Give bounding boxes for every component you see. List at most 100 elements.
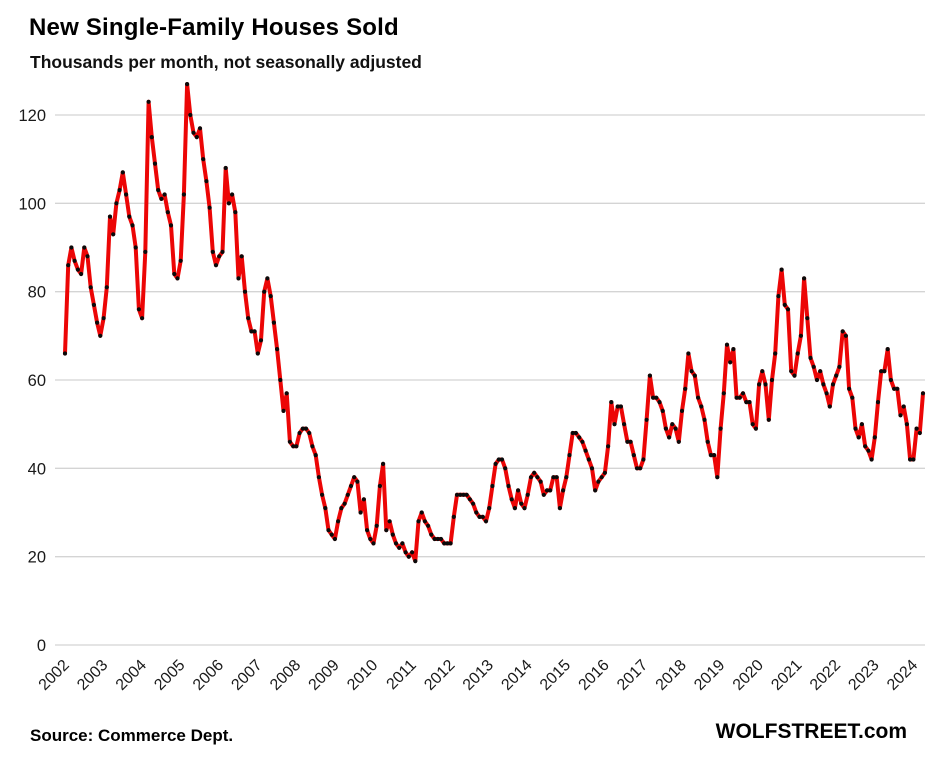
x-tick-label: 2006 [190,657,227,694]
data-point [827,404,832,409]
data-point [416,519,421,524]
data-point [79,271,84,277]
data-point [503,466,508,471]
data-point [342,501,347,506]
data-point [191,130,196,135]
data-point [487,506,492,511]
data-point [644,417,649,422]
data-point [699,404,704,409]
data-point [294,444,299,449]
data-point [654,395,659,400]
data-point [882,369,887,374]
data-point [657,400,662,405]
data-point [830,382,836,387]
data-point [480,514,485,520]
data-point [670,422,675,427]
data-point [705,439,710,444]
data-point [618,404,624,409]
data-point [525,492,530,497]
data-point [111,232,116,237]
data-point [577,435,582,440]
y-tick-label: 40 [28,460,46,478]
data-point [734,395,739,400]
data-point [879,369,884,374]
data-point [390,532,395,537]
data-point [159,196,164,201]
data-point [596,479,601,484]
data-point [606,444,611,449]
data-point [387,519,392,524]
data-point [837,364,842,369]
x-tick-label: 2024 [884,657,921,694]
data-point [615,404,620,409]
data-point [442,541,447,546]
data-point [840,329,845,334]
data-point [679,408,685,413]
data-point [567,453,572,458]
data-point [217,254,222,259]
data-point [712,453,717,458]
data-point [377,483,382,489]
data-point [561,488,566,493]
x-tick-label: 2013 [460,657,497,694]
x-tick-label: 2020 [730,657,767,694]
data-point [728,360,733,365]
data-point [85,254,90,259]
data-point [464,492,469,497]
data-point [747,400,752,405]
data-point [371,541,376,546]
data-point [352,475,357,480]
data-point [564,475,569,480]
data-point [853,426,858,431]
data-point [236,276,241,281]
data-point [230,192,235,197]
data-point [262,289,267,294]
data-point [512,506,518,511]
data-point [895,386,900,391]
chart-subtitle: Thousands per month, not seasonally adju… [30,52,422,72]
data-point [355,479,360,484]
data-point [634,466,640,471]
data-point [914,426,919,431]
data-point [210,249,215,254]
data-point [506,483,511,489]
data-point [766,417,771,422]
data-point [66,263,71,268]
data-point [339,506,344,511]
data-point [631,453,636,458]
data-point [252,329,257,334]
data-point [904,422,910,427]
data-point [651,395,656,400]
x-tick-label: 2002 [36,657,73,694]
data-point [445,541,450,546]
data-point [779,267,784,272]
data-point [207,205,212,210]
data-point [107,214,113,219]
x-tick-label: 2010 [344,657,381,694]
data-point [172,271,177,277]
data-point [612,422,617,427]
data-point [258,338,264,343]
data-point [175,276,180,281]
data-point [101,316,106,321]
data-point [461,492,466,497]
data-point [336,519,341,524]
x-tick-label: 2015 [537,657,574,694]
data-point [451,514,456,520]
data-point [422,519,427,524]
x-tick-label: 2012 [421,657,458,694]
data-point [850,395,855,400]
data-point [863,444,868,449]
data-point [792,373,797,378]
data-point [541,492,546,497]
data-point [185,82,190,87]
x-tick-label: 2021 [768,657,805,694]
data-point [798,333,804,338]
data-point [291,444,296,449]
data-point [866,448,871,453]
y-tick-label: 80 [28,284,46,302]
data-point [557,506,563,511]
data-point [538,479,543,484]
data-point [271,320,276,325]
data-point [287,439,292,444]
